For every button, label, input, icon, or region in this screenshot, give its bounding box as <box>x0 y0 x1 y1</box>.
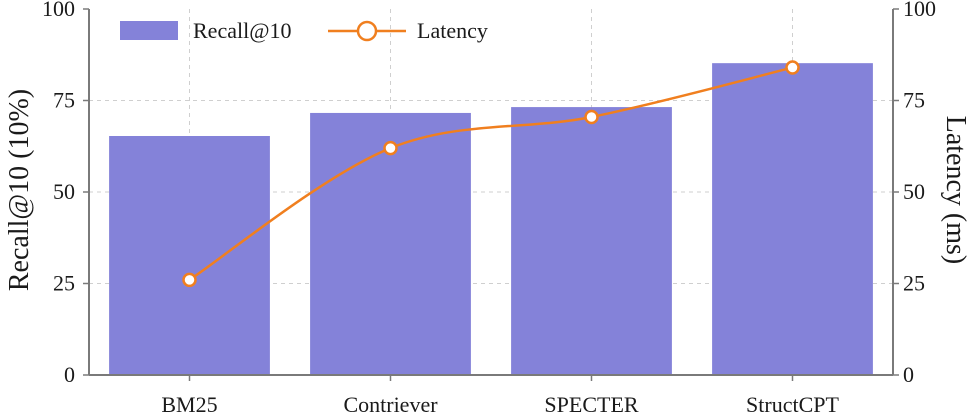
legend-swatch-recall <box>120 21 178 40</box>
axes <box>83 8 899 381</box>
legend: Recall@10 Latency <box>120 18 488 43</box>
x-tick-label: StructCPT <box>746 392 839 417</box>
y2-axis-title: Latency (ms) <box>940 116 970 265</box>
x-tick-label: SPECTER <box>544 392 638 417</box>
bar-series <box>109 63 873 375</box>
y2-tick-label: 0 <box>903 362 914 387</box>
bar-specter <box>511 107 672 375</box>
y-tick-label: 25 <box>53 271 75 296</box>
latency-point-structcpt <box>785 60 800 75</box>
x-tick-label: Contriever <box>343 392 438 417</box>
tick-labels: 0 25 50 75 100 0 25 50 75 100 BM25 Contriever SPECTE… <box>42 0 936 417</box>
x-tick-label: BM25 <box>161 392 217 417</box>
legend-label-latency: Latency <box>417 18 488 43</box>
legend-label-recall: Recall@10 <box>193 18 291 43</box>
bar-contriever <box>310 112 471 375</box>
line-series <box>182 60 800 288</box>
y2-tick-label: 50 <box>903 179 925 204</box>
bar-bm25 <box>109 136 270 375</box>
y-tick-label: 75 <box>53 88 75 113</box>
y2-tick-label: 75 <box>903 88 925 113</box>
y-axis-title: Recall@10 (10%) <box>4 89 35 291</box>
latency-point-specter <box>584 109 599 125</box>
bar-structcpt <box>712 63 873 375</box>
legend-marker-latency <box>356 20 378 42</box>
latency-point-bm25 <box>182 272 197 288</box>
y2-tick-label: 25 <box>903 271 925 296</box>
y-tick-label: 50 <box>53 179 75 204</box>
y-tick-label: 0 <box>64 362 75 387</box>
latency-line <box>188 66 793 281</box>
y-tick-label: 100 <box>42 0 75 21</box>
latency-point-contriever <box>383 140 398 156</box>
y2-tick-label: 100 <box>903 0 936 21</box>
